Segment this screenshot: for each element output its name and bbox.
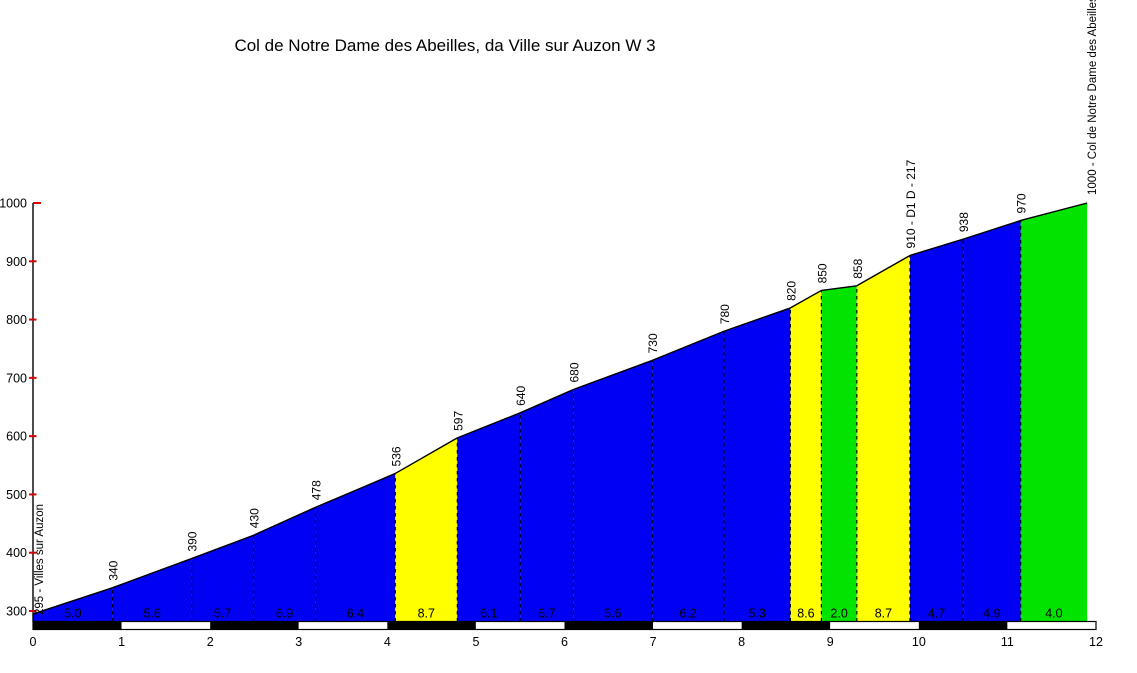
segment-fill-6.2 [652, 331, 724, 622]
elevation-label: 597 [451, 411, 465, 431]
segment-fill-5.6 [573, 360, 653, 622]
segment-fill-6.4 [315, 473, 396, 622]
y-tick-label: 500 [6, 488, 27, 502]
km-label: 9 [827, 635, 834, 649]
elevation-label: 910 - D1 D - 217 [904, 159, 918, 248]
chart-title: Col de Notre Dame des Abeilles, da Ville… [234, 36, 656, 55]
km-bar-stripe [918, 621, 1008, 630]
grade-label: 8.6 [797, 607, 814, 621]
segment-fill-5.0 [33, 587, 113, 622]
grade-label: 6.7 [538, 607, 555, 621]
grade-label: 8.7 [418, 607, 435, 621]
y-tick-label: 900 [6, 255, 27, 269]
grade-label: 5.6 [143, 607, 160, 621]
segment-fill-4.7 [909, 239, 964, 622]
elevation-label: 970 [1015, 193, 1029, 213]
segment-fill-8.6 [790, 290, 822, 622]
km-bar-stripe [741, 621, 831, 630]
segment-fill-8.7 [856, 255, 910, 623]
km-bar-stripe [475, 621, 565, 630]
km-bar-stripe [830, 621, 919, 630]
segment-fill-6.1 [457, 412, 521, 622]
elevation-label: 850 [815, 263, 829, 283]
grade-label: 8.7 [875, 607, 892, 621]
km-label: 12 [1089, 635, 1103, 649]
km-bar-stripe [33, 621, 122, 630]
y-tick-label: 600 [6, 430, 27, 444]
y-tick-label: 700 [6, 371, 27, 385]
km-label: 10 [912, 635, 926, 649]
segment-fill-8.7 [395, 437, 458, 622]
segment-fill-5.7 [191, 535, 254, 622]
km-label: 5 [472, 635, 479, 649]
grade-label: 5.0 [64, 607, 81, 621]
elevation-label: 820 [784, 281, 798, 301]
grade-label: 4.9 [983, 607, 1000, 621]
km-label: 7 [650, 635, 657, 649]
elevation-label: 340 [107, 560, 121, 580]
km-label: 0 [30, 635, 37, 649]
segment-fill-5.3 [723, 307, 791, 622]
segment-fill-2.0 [821, 285, 857, 622]
grade-label: 6.9 [276, 607, 293, 621]
elevation-label: 858 [851, 258, 865, 278]
grade-label: 5.7 [214, 607, 231, 621]
km-label: 4 [384, 635, 391, 649]
km-label: 3 [295, 635, 302, 649]
km-label: 2 [207, 635, 214, 649]
segment-fill-6.9 [253, 507, 316, 622]
elevation-label: 680 [567, 362, 581, 382]
elevation-label: 640 [514, 385, 528, 405]
km-label: 1 [118, 635, 125, 649]
km-bar-border [32, 620, 1097, 631]
segment-fill-6.7 [520, 389, 574, 622]
grade-label: 5.3 [748, 607, 765, 621]
segment-fill-4.0 [1020, 202, 1088, 623]
km-bar-stripe [1007, 621, 1096, 630]
km-label: 6 [561, 635, 568, 649]
elevation-label: 478 [310, 480, 324, 500]
km-label: 11 [1001, 635, 1014, 649]
profile-outline [32, 202, 1088, 615]
elevation-label: 780 [718, 304, 732, 324]
grade-label: 6.2 [679, 607, 696, 621]
y-tick-label: 400 [6, 546, 27, 560]
grade-label: 2.0 [830, 607, 847, 621]
km-bar-stripe [387, 621, 476, 630]
y-tick-label: 800 [6, 313, 27, 327]
grade-label: 5.6 [604, 607, 621, 621]
elevation-label: 390 [186, 531, 200, 551]
km-bar-stripe [564, 621, 654, 630]
elevation-label: 730 [646, 333, 660, 353]
grade-label: 4.0 [1045, 607, 1062, 621]
elevation-label: 430 [248, 508, 262, 528]
km-bar-stripe [210, 621, 299, 630]
km-bar-stripe [653, 621, 742, 630]
km-label: 8 [738, 635, 745, 649]
summit-label: 1000 - Col de Notre Dame des Abeilles [1087, 0, 1099, 195]
y-tick-label: 1000 [0, 196, 27, 210]
elevation-label: 536 [389, 446, 403, 466]
segment-fill-4.9 [963, 220, 1021, 622]
y-tick-label: 300 [6, 605, 27, 619]
elevation-label: 938 [957, 212, 971, 232]
km-bar-stripe [298, 621, 388, 630]
grade-label: 6.4 [347, 607, 364, 621]
start-label: 295 - Villes sur Auzon [34, 504, 46, 615]
segment-fill-5.6 [112, 558, 192, 622]
km-bar-stripe [121, 621, 211, 630]
grade-label: 6.1 [480, 607, 497, 621]
grade-label: 4.7 [928, 607, 945, 621]
